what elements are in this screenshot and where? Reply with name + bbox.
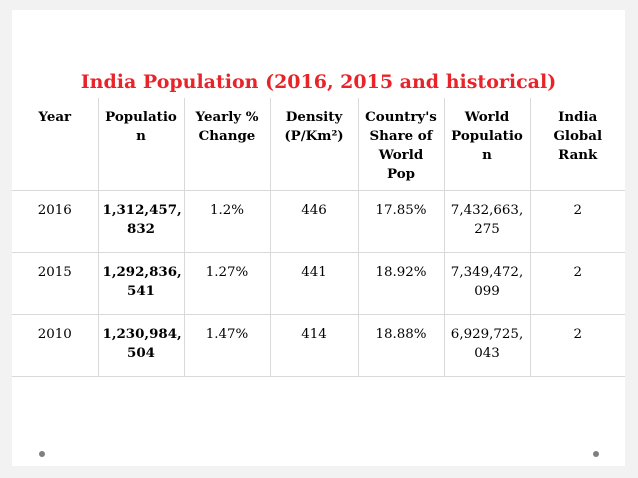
- cell-world-share: 18.88%: [358, 314, 445, 377]
- header-yearly-change: Yearly % Change: [184, 98, 271, 191]
- cell-world-share: 18.92%: [358, 252, 445, 315]
- cell-density: 414: [270, 314, 359, 377]
- cell-world-population: 7,349,472, 099: [444, 252, 531, 315]
- cell-population: 1,292,836, 541: [98, 252, 185, 315]
- table-row: 2010 1,230,984, 504 1.47% 414 18.88% 6,9…: [12, 314, 625, 377]
- cell-year: 2016: [12, 190, 99, 253]
- cell-population: 1,312,457, 832: [98, 190, 185, 253]
- cell-year: 2010: [12, 314, 99, 377]
- cell-yearly-change: 1.47%: [184, 314, 271, 377]
- cell-yearly-change: 1.2%: [184, 190, 271, 253]
- header-global-rank: India Global Rank: [530, 98, 625, 191]
- cell-global-rank: 2: [530, 314, 625, 377]
- header-population: Populatio n: [98, 98, 185, 191]
- table-row: 2015 1,292,836, 541 1.27% 441 18.92% 7,3…: [12, 252, 625, 315]
- population-table: Year Populatio n Yearly % Change Density…: [12, 98, 625, 377]
- cell-world-population: 6,929,725, 043: [444, 314, 531, 377]
- right-bullet-dot: [593, 451, 599, 457]
- table-header-row: Year Populatio n Yearly % Change Density…: [12, 98, 625, 191]
- left-bullet-dot: [39, 451, 45, 457]
- header-world-share: Country's Share of World Pop: [358, 98, 445, 191]
- cell-density: 446: [270, 190, 359, 253]
- cell-world-population: 7,432,663, 275: [444, 190, 531, 253]
- cell-density: 441: [270, 252, 359, 315]
- cell-global-rank: 2: [530, 190, 625, 253]
- cell-year: 2015: [12, 252, 99, 315]
- cell-yearly-change: 1.27%: [184, 252, 271, 315]
- cell-world-share: 17.85%: [358, 190, 445, 253]
- header-density: Density (P/Km²): [270, 98, 359, 191]
- slide-title: India Population (2016, 2015 and histori…: [80, 71, 557, 93]
- header-world-population: World Populatio n: [444, 98, 531, 191]
- cell-global-rank: 2: [530, 252, 625, 315]
- table-row: 2016 1,312,457, 832 1.2% 446 17.85% 7,43…: [12, 190, 625, 253]
- cell-population: 1,230,984, 504: [98, 314, 185, 377]
- header-year: Year: [12, 98, 99, 191]
